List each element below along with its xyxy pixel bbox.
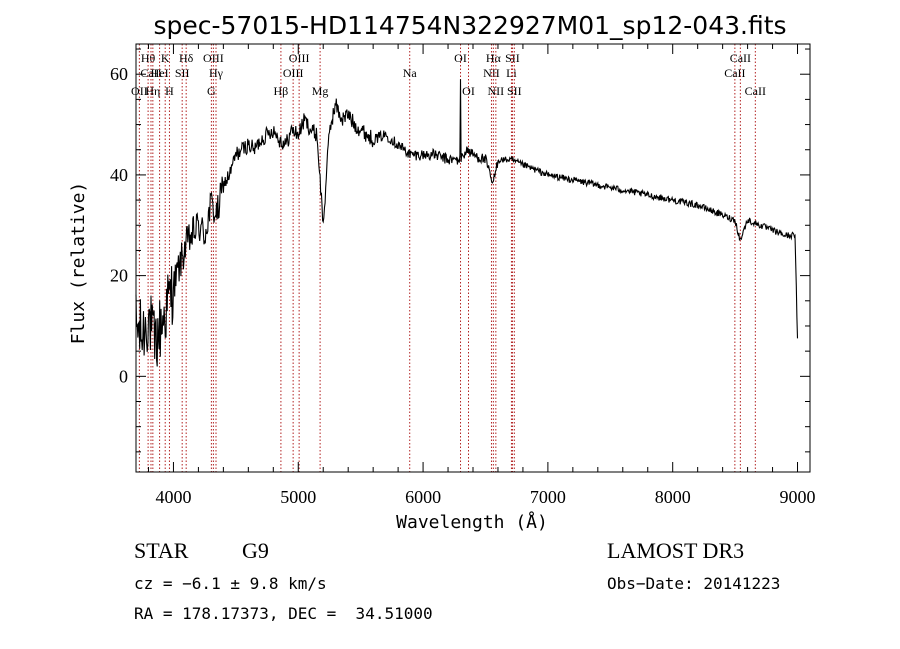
line-marker-label: SII	[505, 51, 520, 65]
line-marker-label: CaII	[724, 66, 745, 80]
y-tick-label: 20	[110, 266, 128, 286]
line-marker-label: OIII	[289, 51, 310, 65]
line-marker-label: OIII	[283, 66, 304, 80]
plot-frame	[135, 43, 811, 473]
axes: 4000 5000 6000 7000 8000 9000 0 20 40 60	[110, 43, 816, 507]
line-marker-label: HeI	[151, 66, 169, 80]
object-class: STAR	[134, 538, 189, 563]
line-marker-label: NII	[488, 84, 505, 98]
line-marker-label: CaII	[745, 84, 766, 98]
line-marker-label: G	[207, 84, 216, 98]
x-tick-label: 8000	[655, 487, 691, 507]
redshift-velocity: cz = −6.1 ± 9.8 km/s	[134, 574, 327, 593]
line-marker-label: Hθ	[141, 51, 156, 65]
object-subclass: G9	[242, 538, 269, 563]
chart-title: spec-57015-HD114754N322927M01_sp12-043.f…	[153, 11, 786, 40]
x-tick-label: 4000	[155, 487, 191, 507]
y-tick-label: 60	[110, 64, 128, 84]
y-tick-label: 0	[119, 366, 128, 386]
spectrum-line	[135, 79, 799, 367]
line-marker-label: Hα	[486, 51, 502, 65]
spectrum-series	[135, 79, 799, 367]
line-marker-label: SII	[507, 84, 522, 98]
survey-name: LAMOST DR3	[607, 538, 745, 563]
line-marker-label: OI	[454, 51, 467, 65]
coordinates: RA = 178.17373, DEC = 34.51000	[134, 604, 433, 623]
line-marker-label: OIII	[203, 51, 224, 65]
x-axis-label: Wavelength (Å)	[396, 511, 548, 533]
line-marker-label: Hγ	[209, 66, 224, 80]
line-marker-label: Li	[506, 66, 517, 80]
line-marker-label: OI	[462, 84, 475, 98]
line-marker-label: Hη	[145, 84, 160, 98]
line-marker-label: CaII	[730, 51, 751, 65]
line-marker-label: Mg	[312, 84, 329, 98]
line-marker-label: NII	[483, 66, 500, 80]
x-tick-label: 9000	[780, 487, 816, 507]
line-marker-label: Hβ	[274, 84, 289, 98]
y-tick-label: 40	[110, 165, 128, 185]
x-tick-label: 6000	[405, 487, 441, 507]
x-tick-label: 7000	[530, 487, 566, 507]
spectral-lines: HθCaIIOIIHηHeIKHSIIHδGOIIIHγHβOIIIOIIIMg…	[131, 44, 766, 472]
line-marker-label: K	[161, 51, 170, 65]
line-marker-label: SII	[175, 66, 190, 80]
line-marker-label: OII	[131, 84, 148, 98]
line-marker-label: CaII	[140, 66, 161, 80]
observation-date: Obs−Date: 20141223	[607, 574, 781, 593]
x-tick-label: 5000	[280, 487, 316, 507]
y-axis-label: Flux (relative)	[68, 182, 89, 345]
line-marker-label: Na	[403, 66, 418, 80]
line-marker-label: H	[165, 84, 174, 98]
line-marker-label: Hδ	[179, 51, 194, 65]
